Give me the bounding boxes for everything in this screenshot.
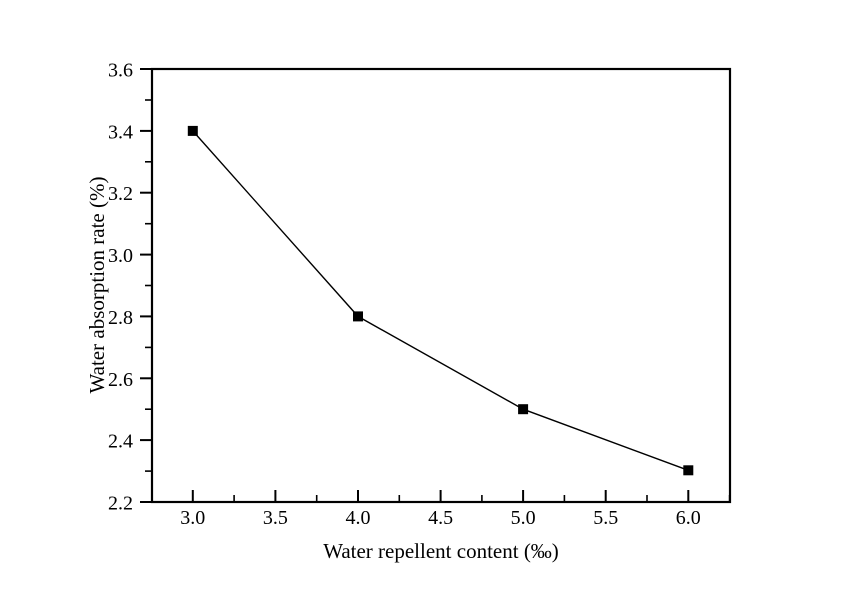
y-tick-label: 2.6 (108, 369, 133, 391)
y-tick-label: 2.8 (108, 307, 133, 329)
data-point-marker (187, 125, 198, 136)
y-tick-label: 3.2 (108, 183, 133, 205)
x-axis-minor-ticks (151, 495, 731, 502)
y-tick-label: 2.2 (108, 493, 133, 515)
y-tick-label: 3.6 (108, 60, 133, 82)
x-tick-labels: 3.0 3.5 4.0 4.5 5.0 5.5 6.0 (180, 507, 701, 529)
x-tick-label: 4.0 (346, 507, 371, 529)
data-point-marker (518, 404, 529, 415)
x-tick-label: 4.5 (428, 507, 453, 529)
x-tick-label: 5.0 (511, 507, 536, 529)
data-point-marker (683, 465, 694, 476)
x-tick-label: 6.0 (676, 507, 701, 529)
y-tick-label: 3.4 (108, 121, 133, 143)
data-series-line (192, 130, 689, 471)
y-tick-labels: 2.2 2.4 2.6 2.8 3.0 3.2 3.4 3.6 (108, 60, 133, 515)
x-axis-title: Water repellent content (‰) (323, 539, 559, 563)
x-tick-label: 5.5 (593, 507, 618, 529)
y-tick-label: 3.0 (108, 245, 133, 267)
data-markers (187, 125, 694, 476)
x-tick-label: 3.5 (263, 507, 288, 529)
x-tick-label: 3.0 (180, 507, 205, 529)
x-axis-major-ticks (191, 490, 690, 502)
data-point-marker (353, 311, 363, 322)
y-axis-minor-ticks (145, 99, 152, 472)
y-tick-label: 2.4 (108, 431, 133, 453)
y-axis-title: Water absorption rate (%) (85, 177, 109, 394)
y-axis-major-ticks (140, 68, 152, 503)
